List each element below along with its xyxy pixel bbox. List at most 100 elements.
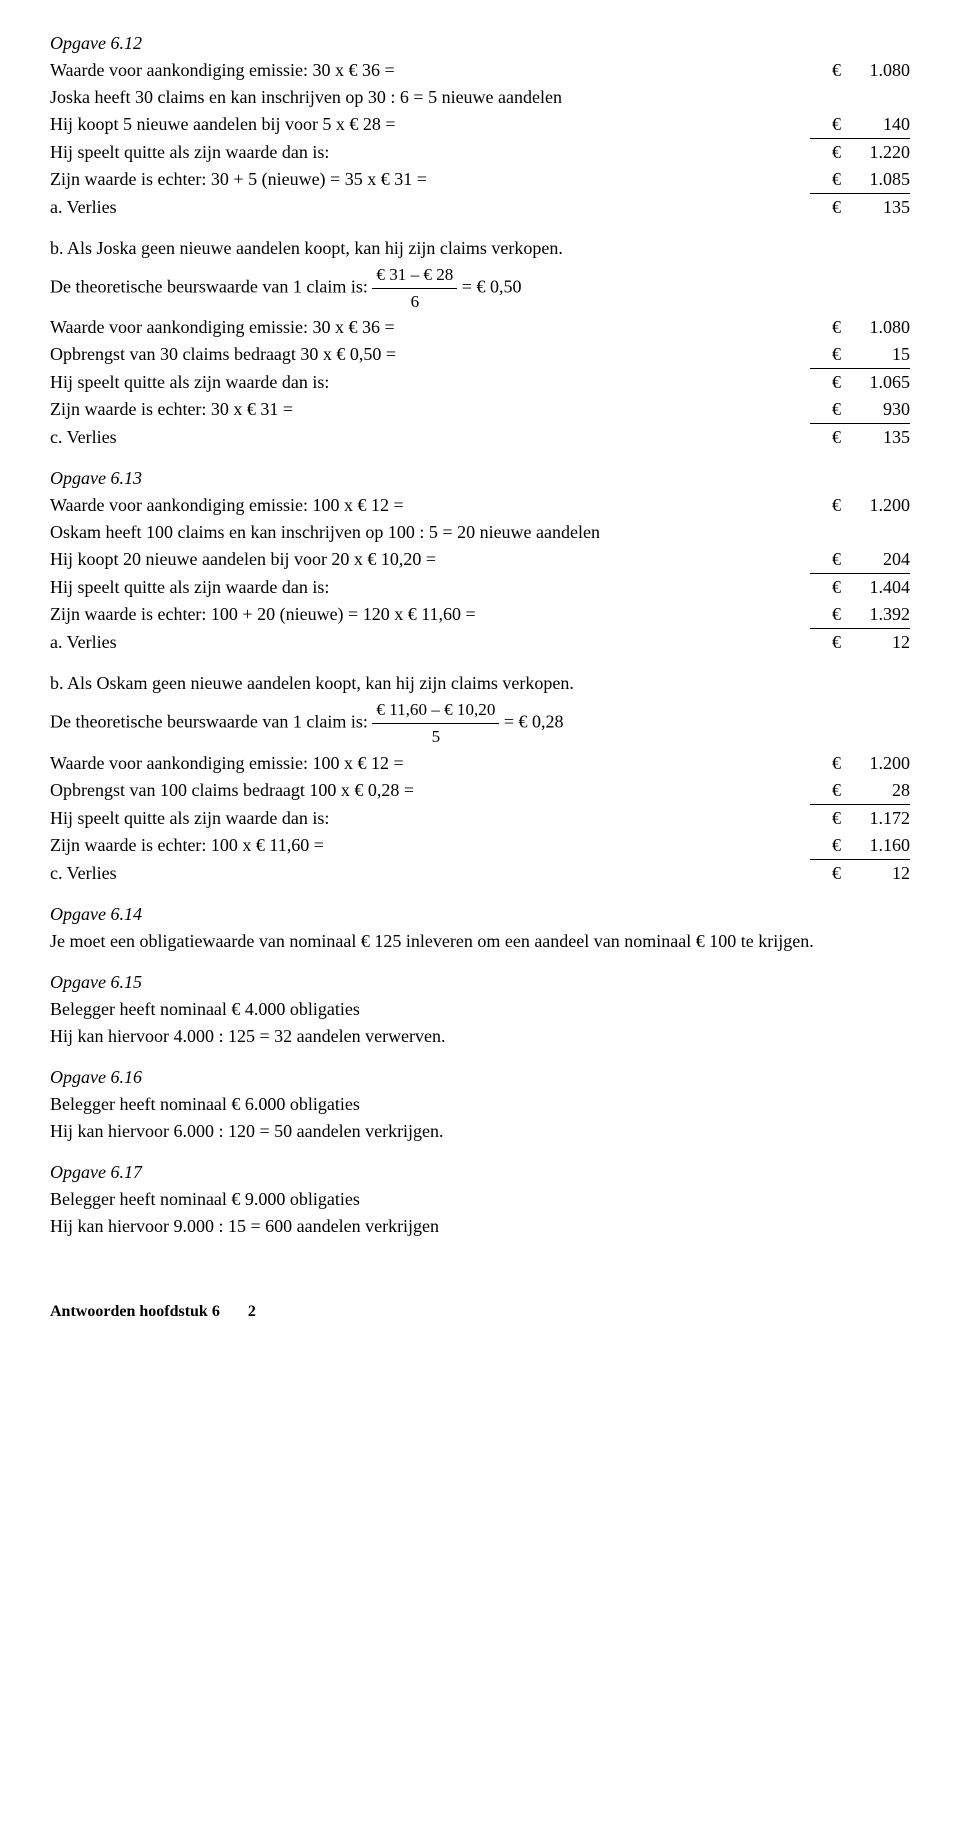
fraction-bottom: 5 <box>372 724 499 750</box>
calc-amount: €1.200 <box>810 492 910 519</box>
footer-page: 2 <box>248 1303 256 1320</box>
currency-symbol: € <box>832 601 850 628</box>
opgave-line: Belegger heeft nominaal € 4.000 obligati… <box>50 996 910 1023</box>
opgave-lines-a: Waarde voor aankondiging emissie: 100 x … <box>50 492 910 656</box>
calc-text: Hij speelt quitte als zijn waarde dan is… <box>50 574 810 601</box>
calc-row: c. Verlies€135 <box>50 424 910 451</box>
calc-text: Waarde voor aankondiging emissie: 100 x … <box>50 492 810 519</box>
opgave-lines-a: Waarde voor aankondiging emissie: 30 x €… <box>50 57 910 221</box>
amount-value: 1.200 <box>850 750 910 777</box>
theo-pre: De theoretische beurswaarde van 1 claim … <box>50 276 372 296</box>
b-intro: b. Als Joska geen nieuwe aandelen koopt,… <box>50 235 910 262</box>
calc-row: Zijn waarde is echter: 30 + 5 (nieuwe) =… <box>50 166 910 194</box>
calc-row: Zijn waarde is echter: 100 + 20 (nieuwe)… <box>50 601 910 629</box>
currency-symbol: € <box>832 805 850 832</box>
calc-amount: €1.172 <box>810 805 910 832</box>
calc-amount: €135 <box>810 194 910 221</box>
calc-row: Hij speelt quitte als zijn waarde dan is… <box>50 805 910 832</box>
opgave-6-13-b: b. Als Oskam geen nieuwe aandelen koopt,… <box>50 670 910 886</box>
opgave-6-17: Opgave 6.17 Belegger heeft nominaal € 9.… <box>50 1159 910 1240</box>
currency-symbol: € <box>832 860 850 887</box>
calc-text: Waarde voor aankondiging emissie: 30 x €… <box>50 314 810 341</box>
calc-text: Zijn waarde is echter: 30 + 5 (nieuwe) =… <box>50 166 810 193</box>
calc-row: Zijn waarde is echter: 30 x € 31 =€930 <box>50 396 910 424</box>
calc-row: Waarde voor aankondiging emissie: 100 x … <box>50 492 910 519</box>
currency-symbol: € <box>832 341 850 368</box>
calc-text: Hij speelt quitte als zijn waarde dan is… <box>50 139 810 166</box>
opgave-line: Hij kan hiervoor 6.000 : 120 = 50 aandel… <box>50 1118 910 1145</box>
currency-symbol: € <box>832 166 850 193</box>
currency-symbol: € <box>832 750 850 777</box>
opgave-lines-b: Waarde voor aankondiging emissie: 30 x €… <box>50 314 910 451</box>
calc-row: a. Verlies€135 <box>50 194 910 221</box>
calc-amount: €1.200 <box>810 750 910 777</box>
currency-symbol: € <box>832 574 850 601</box>
calc-row: Hij speelt quitte als zijn waarde dan is… <box>50 139 910 166</box>
amount-value: 1.220 <box>850 139 910 166</box>
calc-row: Opbrengst van 30 claims bedraagt 30 x € … <box>50 341 910 369</box>
calc-text: Zijn waarde is echter: 100 x € 11,60 = <box>50 832 810 859</box>
opgave-line: Hij kan hiervoor 9.000 : 15 = 600 aandel… <box>50 1213 910 1240</box>
calc-amount: €204 <box>810 546 910 574</box>
opgave-6-14: Opgave 6.14 Je moet een obligatiewaarde … <box>50 901 910 955</box>
theo-post: = € 0,50 <box>457 276 521 296</box>
amount-value: 12 <box>850 860 910 887</box>
opgave-title: Opgave 6.16 <box>50 1064 910 1091</box>
opgave-text: Je moet een obligatiewaarde van nominaal… <box>50 928 910 955</box>
calc-row: Oskam heeft 100 claims en kan inschrijve… <box>50 519 910 546</box>
calc-amount: €28 <box>810 777 910 805</box>
amount-value: 1.392 <box>850 601 910 628</box>
calc-amount: €15 <box>810 341 910 369</box>
calc-row: Hij koopt 20 nieuwe aandelen bij voor 20… <box>50 546 910 574</box>
calc-text: Zijn waarde is echter: 100 + 20 (nieuwe)… <box>50 601 810 628</box>
opgave-6-12-b: b. Als Joska geen nieuwe aandelen koopt,… <box>50 235 910 451</box>
fraction: € 31 – € 286 <box>372 262 457 314</box>
calc-amount: €1.080 <box>810 57 910 84</box>
calc-amount: €140 <box>810 111 910 139</box>
amount-value: 12 <box>850 629 910 656</box>
calc-amount: €930 <box>810 396 910 424</box>
calc-row: Hij koopt 5 nieuwe aandelen bij voor 5 x… <box>50 111 910 139</box>
calc-text: Opbrengst van 100 claims bedraagt 100 x … <box>50 777 810 804</box>
calc-row: Hij speelt quitte als zijn waarde dan is… <box>50 574 910 601</box>
currency-symbol: € <box>832 369 850 396</box>
calc-amount: €1.080 <box>810 314 910 341</box>
footer-text: Antwoorden hoofdstuk 6 <box>50 1303 220 1320</box>
amount-value: 930 <box>850 396 910 423</box>
calc-row: Joska heeft 30 claims en kan inschrijven… <box>50 84 910 111</box>
amount-value: 1.080 <box>850 57 910 84</box>
opgave-title: Opgave 6.15 <box>50 969 910 996</box>
amount-value: 140 <box>850 111 910 138</box>
opgave-title: Opgave 6.17 <box>50 1159 910 1186</box>
currency-symbol: € <box>832 424 850 451</box>
amount-value: 1.172 <box>850 805 910 832</box>
currency-symbol: € <box>832 546 850 573</box>
amount-value: 135 <box>850 424 910 451</box>
fraction: € 11,60 – € 10,205 <box>372 697 499 749</box>
amount-value: 1.085 <box>850 166 910 193</box>
calc-text: Joska heeft 30 claims en kan inschrijven… <box>50 84 910 111</box>
opgave-6-15: Opgave 6.15 Belegger heeft nominaal € 4.… <box>50 969 910 1050</box>
amount-value: 1.065 <box>850 369 910 396</box>
b-intro: b. Als Oskam geen nieuwe aandelen koopt,… <box>50 670 910 697</box>
calc-text: Oskam heeft 100 claims en kan inschrijve… <box>50 519 910 546</box>
amount-value: 1.404 <box>850 574 910 601</box>
calc-amount: €1.404 <box>810 574 910 601</box>
currency-symbol: € <box>832 777 850 804</box>
currency-symbol: € <box>832 57 850 84</box>
b-theoretical: De theoretische beurswaarde van 1 claim … <box>50 697 910 749</box>
calc-amount: €1.392 <box>810 601 910 629</box>
theo-pre: De theoretische beurswaarde van 1 claim … <box>50 712 372 732</box>
opgave-6-16: Opgave 6.16 Belegger heeft nominaal € 6.… <box>50 1064 910 1145</box>
currency-symbol: € <box>832 314 850 341</box>
page-footer: Antwoorden hoofdstuk 6 2 <box>50 1300 910 1324</box>
currency-symbol: € <box>832 396 850 423</box>
calc-amount: €1.085 <box>810 166 910 194</box>
fraction-top: € 11,60 – € 10,20 <box>372 697 499 724</box>
opgave-lines-b: Waarde voor aankondiging emissie: 100 x … <box>50 750 910 887</box>
opgave-line: Belegger heeft nominaal € 6.000 obligati… <box>50 1091 910 1118</box>
fraction-bottom: 6 <box>372 289 457 315</box>
calc-text: c. Verlies <box>50 860 810 887</box>
amount-value: 1.160 <box>850 832 910 859</box>
calc-text: Hij koopt 5 nieuwe aandelen bij voor 5 x… <box>50 111 810 138</box>
